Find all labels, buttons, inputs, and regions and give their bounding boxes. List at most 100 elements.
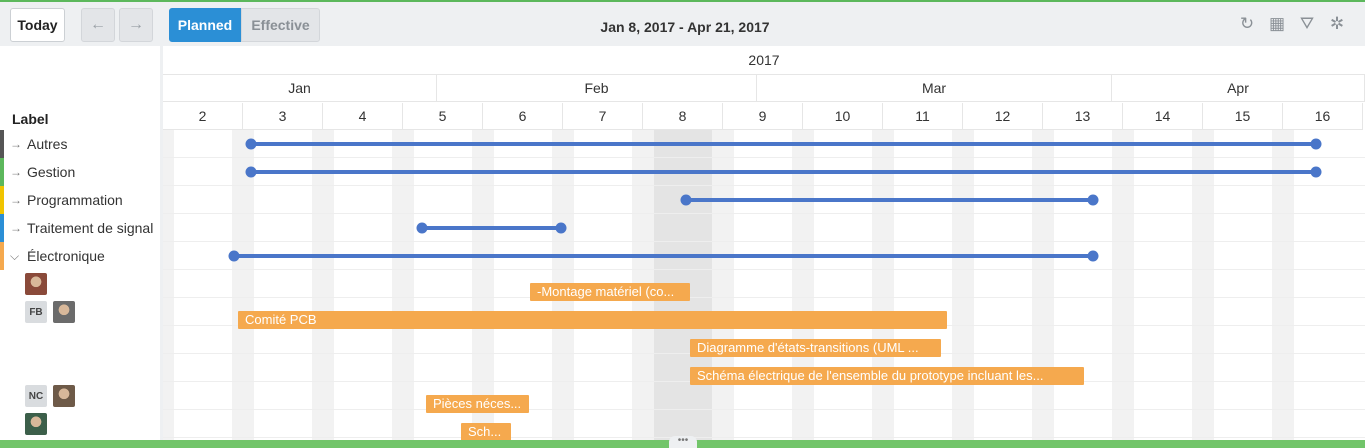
bar-endpoint-handle[interactable] (555, 222, 567, 234)
settings-icon[interactable]: ✲ (1329, 14, 1345, 33)
weekend-stripe (952, 130, 974, 440)
group-color-marker (0, 130, 4, 158)
next-button[interactable]: → (119, 8, 153, 42)
group-row-2[interactable]: → Gestion (0, 158, 160, 186)
weekend-stripe (792, 130, 814, 440)
arrow-right-icon[interactable]: → (10, 193, 22, 207)
week-header: 16 (1283, 103, 1363, 130)
row-divider (163, 157, 1365, 158)
week-header: 3 (243, 103, 323, 130)
filter-icon[interactable]: ⛛ (1299, 14, 1315, 33)
avatar (53, 385, 75, 407)
bar-endpoint-handle[interactable] (416, 222, 428, 234)
group-color-marker (0, 214, 4, 242)
bar-endpoint-handle[interactable] (1310, 166, 1322, 178)
group-row-1[interactable]: → Autres (0, 130, 160, 158)
label-column-header[interactable]: Label (12, 111, 49, 127)
calendar-icon[interactable]: ▦ (1268, 14, 1286, 33)
weekend-stripe (1032, 130, 1054, 440)
week-header: 5 (403, 103, 483, 130)
weekend-stripe (312, 130, 334, 440)
group-row-5[interactable]: ⌵ Électronique (0, 242, 160, 270)
timeline-header: 2017 Jan Feb Mar Apr 2 3 4 5 6 7 8 9 10 11 12 13 14 15 16 (163, 46, 1365, 130)
group-color-marker (0, 242, 4, 270)
task-bar[interactable]: -Montage matériel (co... (530, 283, 690, 301)
timeline-body: -Montage matériel (co... Comité PCB Diagra… (163, 130, 1365, 440)
group-label: Traitement de signal (27, 220, 154, 236)
group-label: Gestion (27, 164, 76, 180)
chevron-down-icon[interactable]: ⌵ (10, 248, 20, 263)
arrow-right-icon: → (128, 16, 144, 33)
avatar (25, 273, 47, 295)
row-divider (163, 185, 1365, 186)
avatar (53, 301, 75, 323)
task-bar[interactable]: Schéma électrique de l'ensemble du proto… (690, 367, 1084, 385)
row-divider (163, 241, 1365, 242)
bar-endpoint-handle[interactable] (680, 194, 692, 206)
weekend-stripe (392, 130, 414, 440)
date-range-title: Jan 8, 2017 - Apr 21, 2017 (600, 19, 770, 35)
month-header: Feb (437, 75, 757, 102)
group-color-marker (0, 158, 4, 186)
bar-endpoint-handle[interactable] (228, 250, 240, 262)
month-header: Jan (163, 75, 437, 102)
effective-toggle[interactable]: Effective (241, 8, 320, 42)
task-bar[interactable]: Diagramme d'états-transitions (UML ... (690, 339, 941, 357)
group-color-marker (0, 186, 4, 214)
task-bar[interactable]: Sch... (461, 423, 511, 440)
planned-toggle[interactable]: Planned (169, 8, 241, 42)
weekend-stripe (872, 130, 894, 440)
prev-button[interactable]: ← (81, 8, 115, 42)
row-divider (163, 269, 1365, 270)
arrow-left-icon: ← (90, 16, 106, 33)
row-divider (163, 437, 1365, 438)
week-header: 4 (323, 103, 403, 130)
user-initials: NC (25, 385, 47, 407)
gantt-bars (228, 138, 1322, 262)
group-label: Autres (27, 136, 68, 152)
weekend-stripe (1192, 130, 1214, 440)
resize-grip-icon[interactable]: ••• (669, 436, 697, 448)
group-row-3[interactable]: → Programmation (0, 186, 160, 214)
bar-endpoint-handle[interactable] (1087, 250, 1099, 262)
today-button[interactable]: Today (10, 8, 65, 42)
weekend-stripe (472, 130, 494, 440)
arrow-right-icon[interactable]: → (10, 221, 22, 235)
weekend-stripe (1112, 130, 1134, 440)
weekend-stripe (163, 130, 174, 440)
month-header: Mar (757, 75, 1112, 102)
row-divider (163, 213, 1365, 214)
week-header: 13 (1043, 103, 1123, 130)
task-bar[interactable]: Pièces néces... (426, 395, 529, 413)
week-header: 10 (803, 103, 883, 130)
week-header: 6 (483, 103, 563, 130)
task-bar[interactable]: Comité PCB (238, 311, 947, 329)
week-header: 15 (1203, 103, 1283, 130)
year-header: 2017 (163, 46, 1365, 75)
week-header: 14 (1123, 103, 1203, 130)
arrow-right-icon[interactable]: → (10, 137, 22, 151)
pane-splitter[interactable] (160, 46, 163, 440)
user-initials: FB (25, 301, 47, 323)
refresh-icon[interactable]: ↻ (1239, 14, 1255, 33)
month-header: Apr (1112, 75, 1365, 102)
group-label: Électronique (27, 248, 105, 264)
week-header: 11 (883, 103, 963, 130)
week-header: 9 (723, 103, 803, 130)
avatar (25, 413, 47, 435)
group-row-4[interactable]: → Traitement de signal (0, 214, 160, 242)
label-pane (0, 46, 160, 440)
week-header: 12 (963, 103, 1043, 130)
bar-endpoint-handle[interactable] (1087, 194, 1099, 206)
group-label: Programmation (27, 192, 123, 208)
week-header: 7 (563, 103, 643, 130)
bar-endpoint-handle[interactable] (1310, 138, 1322, 150)
weekend-stripe (232, 130, 254, 440)
toolbar: Today ← → Planned Effective Jan 8, 2017 … (0, 2, 1365, 46)
arrow-right-icon[interactable]: → (10, 165, 22, 179)
bar-endpoint-handle[interactable] (245, 166, 257, 178)
weekend-stripe (712, 130, 734, 440)
top-accent-line (0, 0, 1365, 2)
week-header: 8 (643, 103, 723, 130)
bar-endpoint-handle[interactable] (245, 138, 257, 150)
